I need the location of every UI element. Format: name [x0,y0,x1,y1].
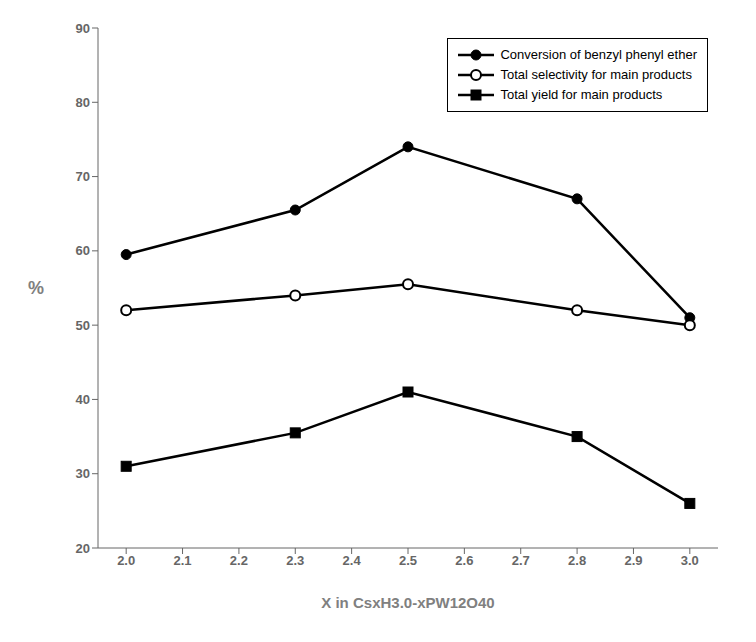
html-text:Total yield for main products: Total yield for main products [500,87,663,102]
html-text:Total selectivity for main pro: Total selectivity for main products [500,67,692,82]
svg-text:%: % [28,278,44,298]
svg-text:30: 30 [76,466,90,481]
svg-text:20: 20 [76,541,90,556]
svg-text:2.9: 2.9 [624,553,642,568]
svg-text:2.0: 2.0 [117,553,135,568]
svg-text:3.0: 3.0 [681,553,699,568]
svg-text:2.7: 2.7 [512,553,530,568]
svg-text:60: 60 [76,243,90,258]
svg-text:2.3: 2.3 [286,553,304,568]
svg-text:2.1: 2.1 [174,553,192,568]
svg-text:2.8: 2.8 [568,553,586,568]
svg-text:X in CsxH3.0-xPW12O40: X in CsxH3.0-xPW12O40 [321,594,494,611]
svg-text:2.4: 2.4 [343,553,362,568]
svg-text:2.5: 2.5 [399,553,417,568]
svg-text:2.6: 2.6 [455,553,473,568]
svg-text:90: 90 [76,21,90,36]
svg-text:70: 70 [76,169,90,184]
html-text:Conversion of benzyl phenyl et: Conversion of benzyl phenyl ether [500,47,697,62]
svg-text:40: 40 [76,392,90,407]
svg-text:50: 50 [76,318,90,333]
svg-text:2.2: 2.2 [230,553,248,568]
svg-text:80: 80 [76,95,90,110]
